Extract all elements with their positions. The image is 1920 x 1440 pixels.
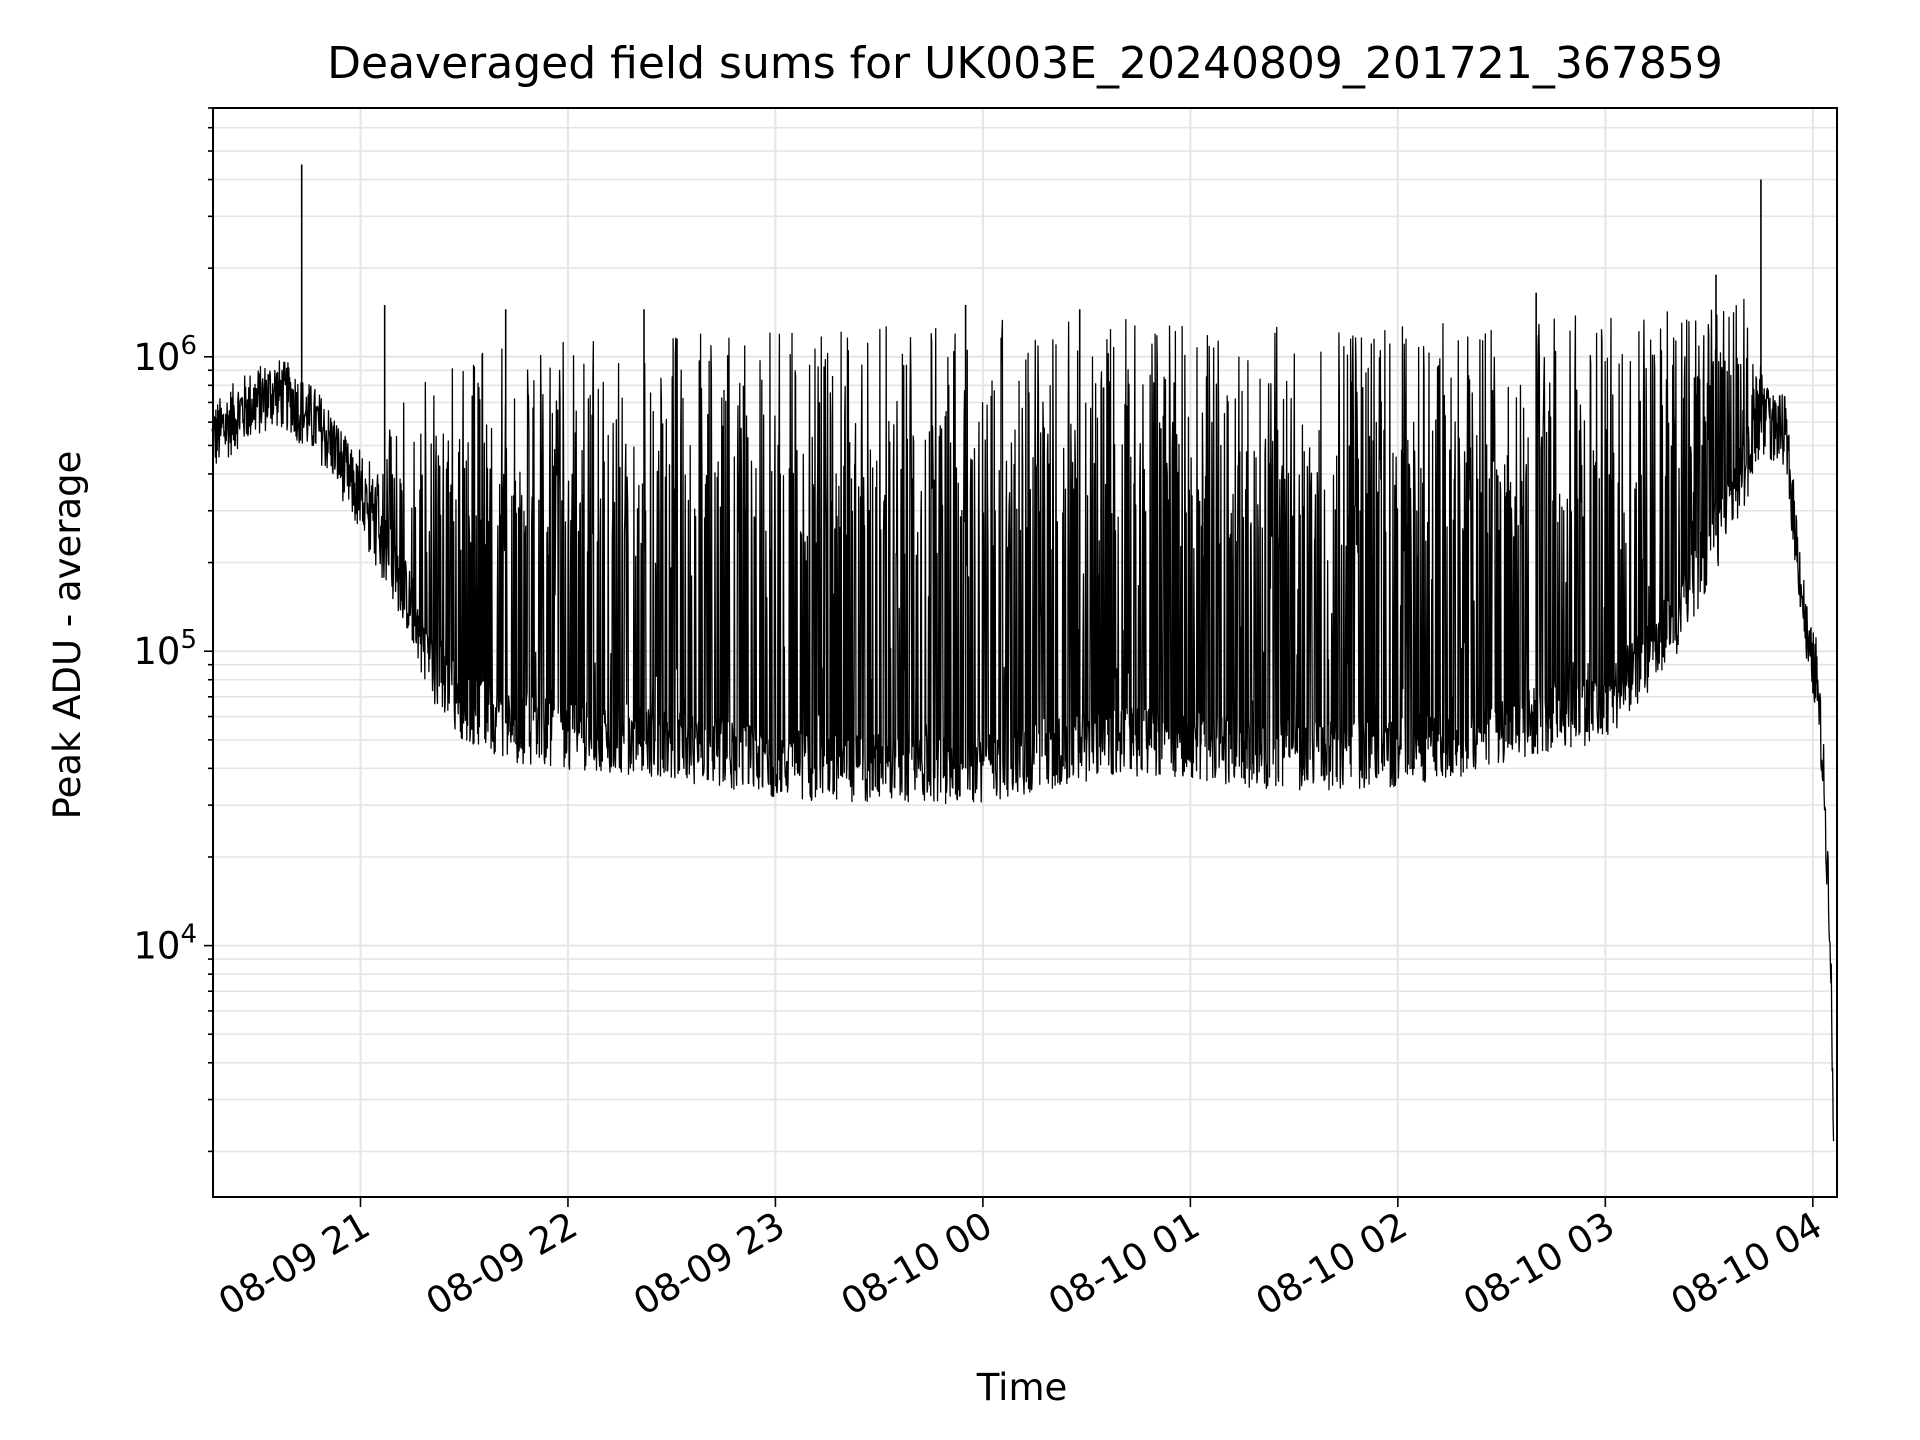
y-axis-label: Peak ADU - average xyxy=(46,451,89,820)
y-tick-label: 105 xyxy=(133,625,197,673)
series-line xyxy=(211,298,1835,1142)
x-axis-label: Time xyxy=(976,1366,1068,1409)
y-tick-label: 106 xyxy=(133,331,197,379)
chart-title: Deaveraged field sums for UK003E_2024080… xyxy=(327,38,1723,89)
plot-data xyxy=(211,164,1835,1142)
plot-frame xyxy=(212,107,1838,1198)
gridlines xyxy=(213,107,1837,1197)
y-tick-label: 104 xyxy=(133,920,197,968)
